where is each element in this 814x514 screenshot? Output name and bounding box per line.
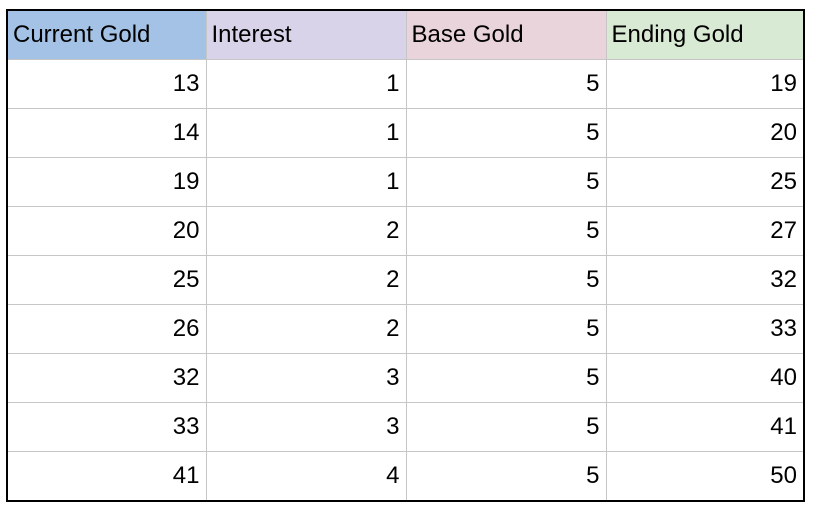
cell-ending-gold[interactable]: 50 bbox=[605, 451, 805, 502]
table-row: 20 2 5 27 bbox=[6, 206, 805, 256]
table-row: 33 3 5 41 bbox=[6, 402, 805, 452]
cell-current-gold[interactable]: 32 bbox=[6, 353, 207, 403]
cell-interest[interactable]: 1 bbox=[205, 59, 407, 109]
cell-base-gold[interactable]: 5 bbox=[405, 304, 607, 354]
cell-current-gold[interactable]: 14 bbox=[6, 108, 207, 158]
table-row: 13 1 5 19 bbox=[6, 59, 805, 109]
cell-base-gold[interactable]: 5 bbox=[405, 451, 607, 502]
cell-base-gold[interactable]: 5 bbox=[405, 402, 607, 452]
cell-current-gold[interactable]: 41 bbox=[6, 451, 207, 502]
header-ending-gold[interactable]: Ending Gold bbox=[605, 9, 805, 60]
cell-ending-gold[interactable]: 40 bbox=[605, 353, 805, 403]
header-interest[interactable]: Interest bbox=[205, 9, 407, 60]
cell-interest[interactable]: 2 bbox=[205, 304, 407, 354]
cell-current-gold[interactable]: 13 bbox=[6, 59, 207, 109]
cell-base-gold[interactable]: 5 bbox=[405, 59, 607, 109]
cell-current-gold[interactable]: 25 bbox=[6, 255, 207, 305]
cell-interest[interactable]: 2 bbox=[205, 206, 407, 256]
cell-ending-gold[interactable]: 20 bbox=[605, 108, 805, 158]
header-row: Current Gold Interest Base Gold Ending G… bbox=[6, 9, 805, 60]
cell-ending-gold[interactable]: 41 bbox=[605, 402, 805, 452]
gold-table: Current Gold Interest Base Gold Ending G… bbox=[6, 9, 805, 502]
cell-ending-gold[interactable]: 27 bbox=[605, 206, 805, 256]
cell-current-gold[interactable]: 26 bbox=[6, 304, 207, 354]
cell-interest[interactable]: 4 bbox=[205, 451, 407, 502]
cell-ending-gold[interactable]: 25 bbox=[605, 157, 805, 207]
cell-ending-gold[interactable]: 32 bbox=[605, 255, 805, 305]
table-row: 19 1 5 25 bbox=[6, 157, 805, 207]
cell-base-gold[interactable]: 5 bbox=[405, 255, 607, 305]
cell-ending-gold[interactable]: 33 bbox=[605, 304, 805, 354]
table-row: 26 2 5 33 bbox=[6, 304, 805, 354]
cell-base-gold[interactable]: 5 bbox=[405, 206, 607, 256]
cell-base-gold[interactable]: 5 bbox=[405, 157, 607, 207]
cell-current-gold[interactable]: 19 bbox=[6, 157, 207, 207]
cell-current-gold[interactable]: 33 bbox=[6, 402, 207, 452]
table-row: 32 3 5 40 bbox=[6, 353, 805, 403]
table-row: 41 4 5 50 bbox=[6, 451, 805, 502]
table-row: 14 1 5 20 bbox=[6, 108, 805, 158]
header-current-gold[interactable]: Current Gold bbox=[6, 9, 207, 60]
cell-interest[interactable]: 3 bbox=[205, 402, 407, 452]
cell-ending-gold[interactable]: 19 bbox=[605, 59, 805, 109]
cell-interest[interactable]: 3 bbox=[205, 353, 407, 403]
cell-current-gold[interactable]: 20 bbox=[6, 206, 207, 256]
cell-interest[interactable]: 2 bbox=[205, 255, 407, 305]
cell-base-gold[interactable]: 5 bbox=[405, 353, 607, 403]
cell-base-gold[interactable]: 5 bbox=[405, 108, 607, 158]
cell-interest[interactable]: 1 bbox=[205, 157, 407, 207]
header-base-gold[interactable]: Base Gold bbox=[405, 9, 607, 60]
cell-interest[interactable]: 1 bbox=[205, 108, 407, 158]
table-row: 25 2 5 32 bbox=[6, 255, 805, 305]
